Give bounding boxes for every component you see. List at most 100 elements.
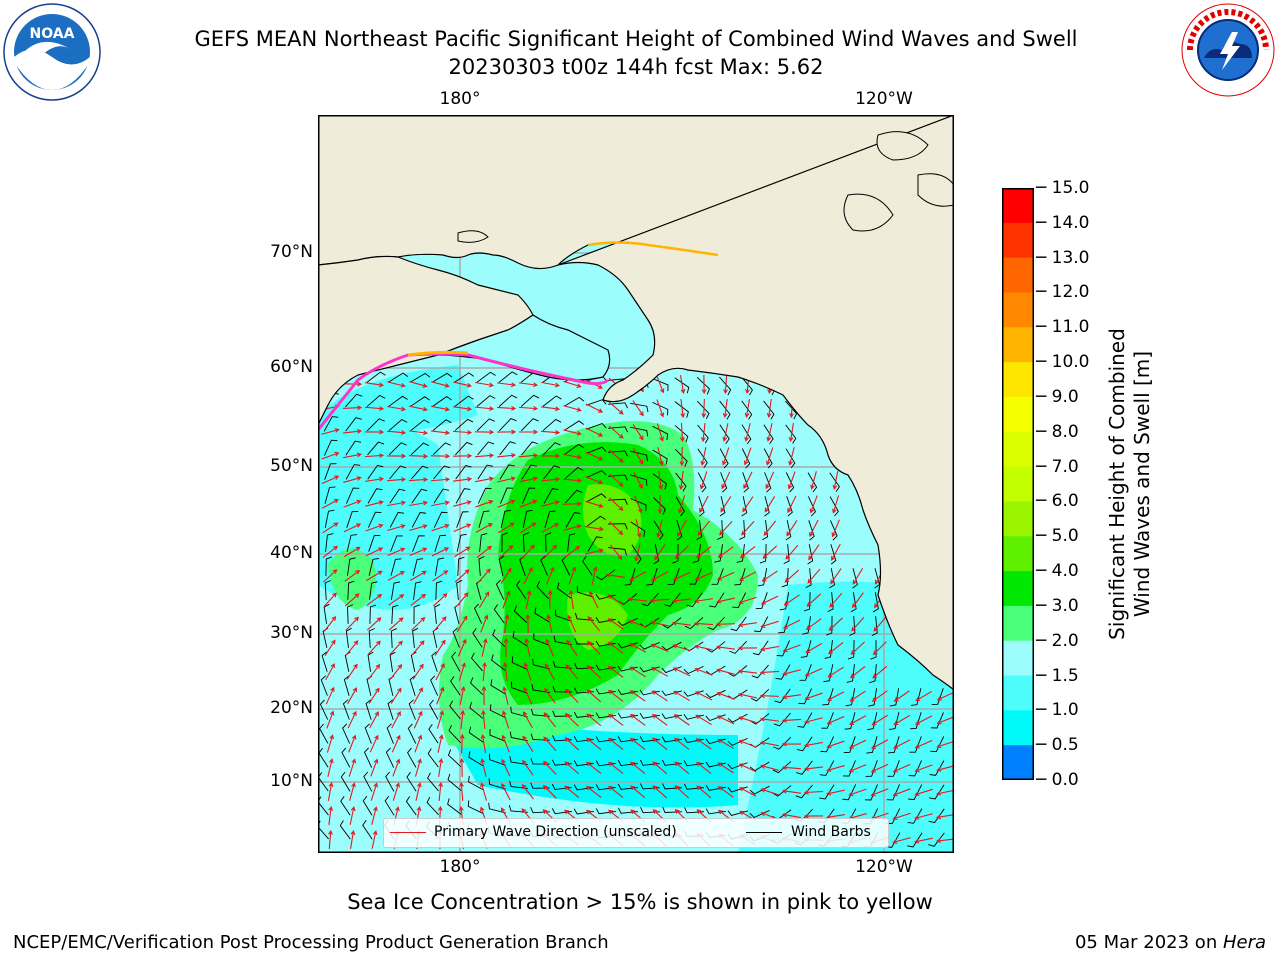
wind-barb [887,760,900,777]
wind-barb [488,778,506,790]
wave-direction-arrow [783,594,800,606]
wind-barb [544,510,556,528]
wave-direction-arrow [499,544,514,559]
wave-direction-arrow [852,567,864,585]
wind-barb [830,544,837,565]
wave-direction-arrow [585,548,604,555]
wave-direction-arrow [546,566,555,585]
wind-barb [800,640,812,658]
wind-barb [928,808,945,824]
wind-barb [432,372,453,383]
colorbar-tick-label: ─ 5.0 [1036,526,1079,547]
wave-direction-arrow [629,690,646,702]
wave-direction-arrow [671,598,692,604]
wave-direction-arrow [432,570,449,582]
wind-barb [553,635,572,646]
wave-direction-arrow [518,453,539,458]
wave-direction-arrow [438,781,443,802]
colorbar [1002,188,1034,781]
wind-barb [498,371,518,383]
wave-direction-arrow [827,691,845,701]
wave-direction-arrow [365,476,385,482]
wind-barb [344,651,351,672]
wave-direction-arrow [803,766,824,772]
wind-barb [345,627,352,648]
colorbar-tick-label: ─ 1.5 [1036,665,1079,686]
lat-label-40n: 40°N [270,543,313,563]
wave-direction-arrow [453,523,472,533]
wave-direction-arrow [474,406,495,411]
wind-barb [367,651,374,672]
wave-direction-arrow [453,500,472,507]
wind-barb [822,688,834,706]
wave-direction-arrow [564,785,580,799]
wind-barb [488,802,506,814]
wind-barb [842,784,857,801]
wave-direction-arrow [870,763,889,773]
wave-direction-arrow [671,620,691,626]
wave-direction-arrow [873,616,887,632]
wave-direction-arrow [562,478,583,483]
wind-barb [889,688,900,707]
wave-direction-arrow [892,837,911,844]
wind-barb [491,654,506,671]
wave-direction-arrow [695,714,712,726]
wave-direction-arrow [607,689,624,702]
wind-barb [830,520,838,541]
wave-region-west-blob [328,548,376,610]
wave-direction-arrow [347,710,357,729]
wave-direction-arrow [364,406,385,411]
wind-barb [427,772,439,792]
wave-direction-arrow [700,447,707,466]
wave-direction-arrow [563,429,582,436]
wave-direction-arrow [607,594,624,606]
wave-direction-arrow [366,570,383,582]
colorbar-segment [1002,466,1034,502]
wind-barb [367,464,384,480]
wave-direction-arrow [544,687,556,704]
wave-direction-arrow [564,712,579,727]
wave-direction-arrow [717,762,734,774]
wind-barb [469,702,484,719]
wave-direction-arrow [455,592,469,608]
wave-direction-arrow [390,663,403,680]
wind-barb [413,604,420,624]
wave-direction-arrow [628,619,647,628]
wind-barb [692,544,701,563]
wave-direction-arrow [586,665,601,679]
wave-direction-arrow [327,782,334,801]
colorbar-segment [1002,222,1034,259]
wave-direction-arrow [591,566,598,585]
wind-barb [511,681,528,694]
wave-direction-arrow [810,471,817,490]
wave-direction-arrow [715,621,736,627]
wind-barb [674,401,689,418]
wave-direction-arrow [654,544,666,561]
wave-direction-arrow [722,399,728,419]
wind-barb [411,512,427,528]
wave-direction-arrow [540,453,561,459]
wave-direction-arrow [519,476,538,483]
wave-direction-arrow [437,734,444,753]
wind-barb [531,683,550,694]
wave-direction-arrow [935,838,954,844]
wave-direction-arrow [658,471,664,491]
wave-direction-arrow [803,789,824,795]
wind-barb [412,535,425,552]
wind-barb [410,372,431,383]
map-legend: Primary Wave Direction (unscaled) Wind B… [383,818,889,848]
wind-barb [447,749,462,767]
colorbar-tick-label: ─ 11.0 [1036,317,1090,338]
wave-direction-arrow [589,590,599,609]
wave-direction-arrow [672,667,691,677]
wave-direction-arrow [343,499,362,508]
wind-barb [410,396,430,407]
wind-barb [730,616,747,632]
wave-direction-arrow [521,544,535,559]
wind-barb [498,394,518,407]
colorbar-tick-label: ─ 0.5 [1036,735,1079,756]
wave-direction-arrow [629,666,646,678]
wave-direction-arrow [627,596,648,602]
wave-direction-arrow [914,715,933,725]
wave-direction-arrow [460,709,466,730]
